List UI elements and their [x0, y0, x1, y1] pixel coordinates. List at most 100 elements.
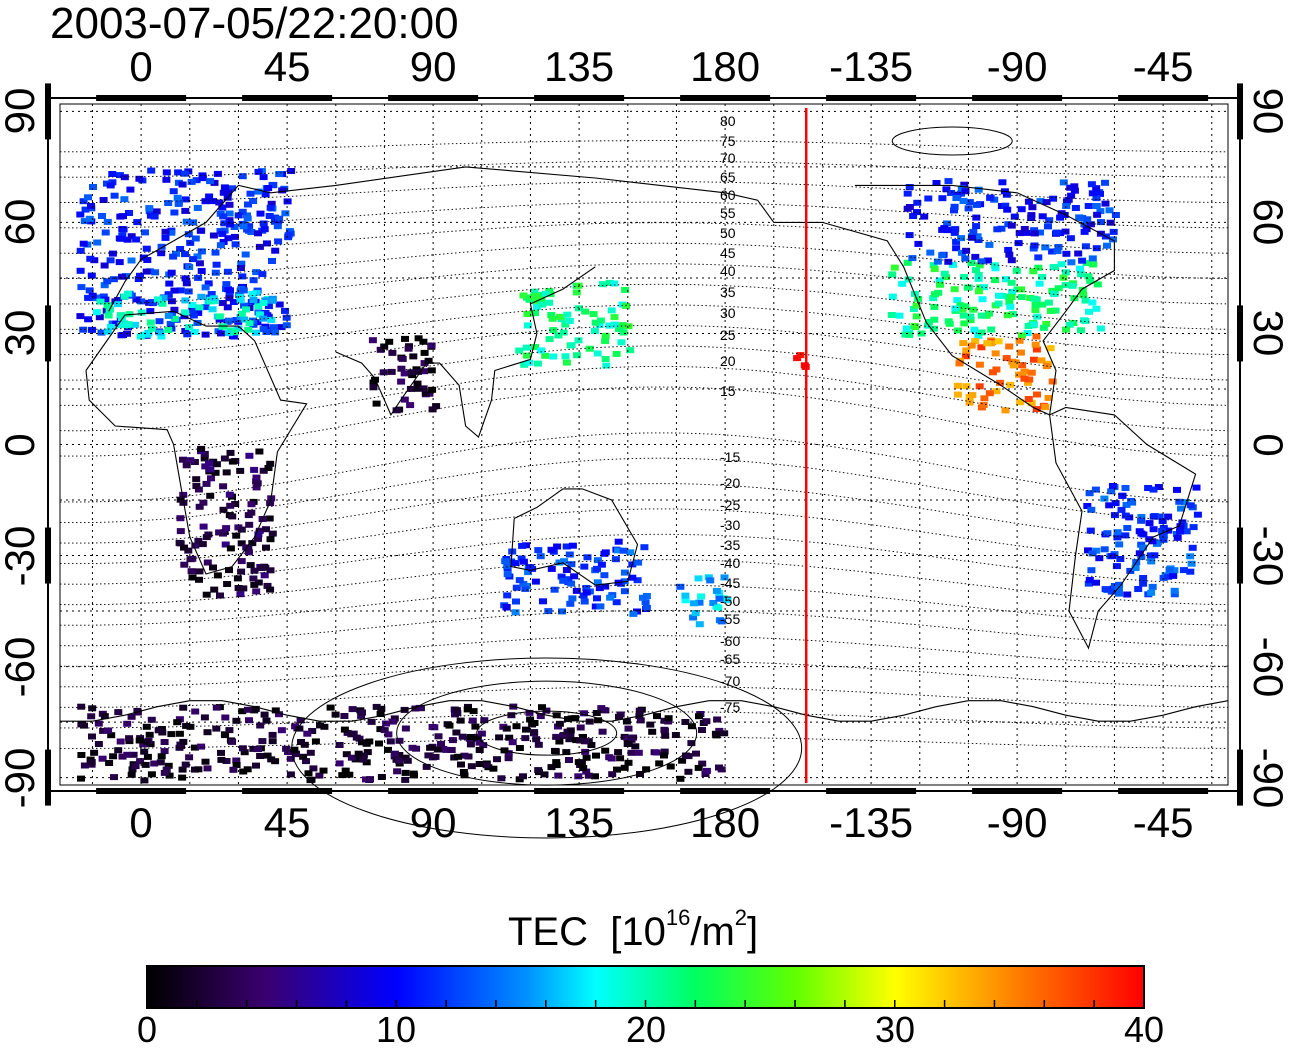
tec-cell: [209, 564, 217, 571]
tec-cell: [108, 171, 117, 177]
tec-cell: [147, 771, 156, 778]
tec-cell: [938, 195, 947, 202]
tec-cell: [254, 303, 263, 310]
tec-cell: [422, 763, 431, 770]
tec-cell: [284, 232, 293, 239]
y-tick-label-right: -30: [1245, 525, 1292, 586]
tec-cell: [623, 735, 632, 742]
tec-cell: [636, 717, 645, 724]
tec-cell: [181, 328, 190, 334]
tec-cell: [524, 569, 533, 576]
tec-cell: [231, 501, 240, 507]
tec-cell: [888, 271, 897, 278]
tec-cell: [457, 761, 465, 768]
tec-cell: [601, 338, 610, 344]
tec-cell: [223, 581, 232, 587]
tec-cell: [996, 379, 1005, 386]
tec-cell: [1066, 184, 1075, 191]
tec-cell: [88, 705, 97, 712]
tec-cell: [977, 329, 986, 336]
tec-cell: [975, 262, 984, 269]
tec-cell: [117, 322, 126, 329]
tec-cell: [126, 186, 135, 193]
colorbar-unit-exp2: 2: [734, 904, 748, 930]
tec-cell: [226, 287, 234, 294]
contour-line: [60, 660, 1229, 688]
tec-cell: [1087, 181, 1096, 188]
tec-cell: [512, 584, 521, 591]
tec-cell: [287, 168, 296, 174]
tec-cell: [217, 330, 225, 337]
tec-cell: [136, 333, 145, 340]
tec-cell: [131, 763, 140, 770]
tec-cell: [557, 573, 566, 580]
tec-cell: [580, 598, 589, 605]
contour-label: -20: [720, 475, 740, 491]
contour-label: 55: [720, 205, 736, 221]
tec-cell: [1086, 527, 1095, 534]
tec-cell: [974, 186, 983, 193]
contour-label: 50: [720, 225, 736, 241]
tec-cell: [191, 542, 200, 549]
tec-cell: [978, 296, 987, 303]
tec-cell: [968, 234, 977, 241]
colorbar-tick-label: 30: [874, 1009, 916, 1050]
tec-cell: [187, 568, 196, 575]
tec-cell: [232, 757, 241, 764]
tec-cell: [434, 733, 443, 740]
tec-cell: [1017, 206, 1026, 213]
tec-cell: [929, 325, 938, 332]
tec-cell: [615, 326, 623, 333]
tec-cell: [562, 749, 571, 756]
tec-cell: [1164, 513, 1173, 520]
tec-cell: [1010, 213, 1019, 220]
tec-cell: [103, 302, 112, 309]
tec-cell: [1038, 301, 1047, 308]
tec-cell: [952, 195, 961, 201]
contour-label: 30: [720, 305, 736, 321]
tec-cell: [212, 704, 221, 711]
tec-cell: [376, 726, 385, 733]
tec-cell: [209, 232, 218, 239]
tec-cell: [530, 288, 539, 295]
tec-cell: [140, 777, 149, 784]
tec-cell: [200, 714, 209, 721]
tec-cell: [384, 746, 392, 753]
tec-cell: [660, 748, 669, 755]
tec-cell: [252, 762, 260, 769]
tec-cell: [108, 179, 117, 186]
tec-cell: [1035, 280, 1044, 287]
tec-cell: [264, 465, 273, 471]
tec-cell: [262, 526, 270, 533]
tec-cell: [1087, 506, 1096, 513]
tec-cell: [1135, 550, 1144, 557]
tec-cell: [1017, 286, 1026, 293]
tec-cell: [205, 460, 213, 467]
tec-cell: [217, 749, 225, 756]
tec-cell: [1137, 517, 1146, 524]
tec-cell: [195, 576, 203, 583]
tec-cell: [1097, 219, 1105, 226]
tec-cell: [964, 205, 973, 212]
tec-cell: [178, 766, 187, 773]
tec-cell: [194, 309, 203, 316]
colorbar-label: TEC: [508, 910, 588, 954]
tec-cell: [1149, 526, 1158, 533]
tec-cell: [254, 535, 262, 542]
tec-cell: [239, 287, 248, 294]
tec-cell: [167, 229, 176, 236]
tec-cell: [181, 761, 190, 768]
tec-cell: [1113, 534, 1122, 541]
contour-line: [59, 365, 1229, 432]
tec-cell: [1107, 588, 1116, 595]
tec-cell: [170, 287, 179, 294]
tec-cell: [154, 727, 163, 734]
contour-oval: [291, 657, 803, 839]
tec-cell: [128, 766, 137, 773]
tec-cell: [612, 350, 621, 357]
tec-cell: [238, 745, 247, 752]
tec-cell: [573, 352, 581, 359]
tec-cell: [519, 580, 528, 587]
contour-label: -50: [720, 593, 740, 609]
